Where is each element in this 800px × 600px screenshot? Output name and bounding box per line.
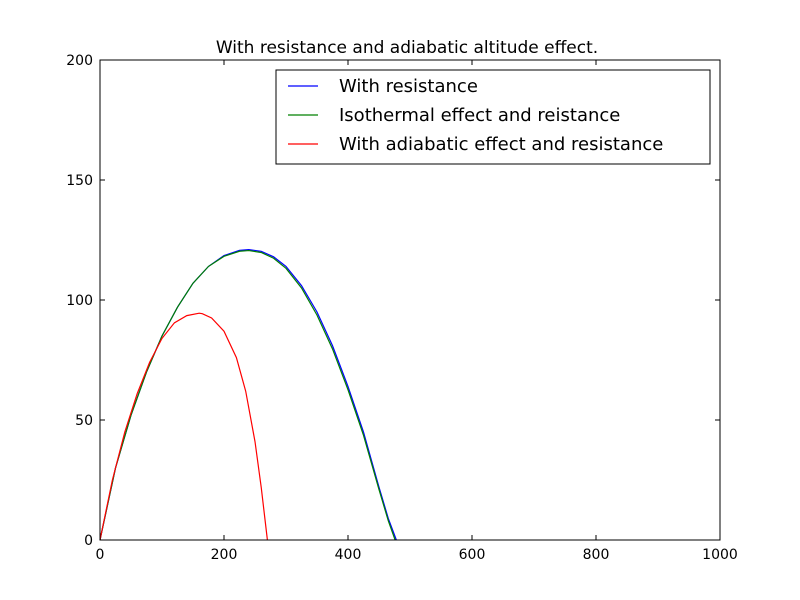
- legend-label-2: Isothermal effect and reistance: [339, 105, 620, 126]
- legend-label-3: With adiabatic effect and resistance: [339, 134, 663, 155]
- x-tick-label: 400: [335, 547, 362, 563]
- series-line-3: [99, 312, 268, 541]
- x-tick-label: 600: [459, 547, 486, 563]
- y-tick-label: 50: [75, 413, 93, 429]
- y-tick-label: 200: [66, 53, 93, 69]
- y-tick-label: 150: [66, 173, 93, 189]
- x-tick-label: 800: [583, 547, 610, 563]
- legend: With resistance Isothermal effect and rei…: [275, 69, 711, 165]
- x-tick-label: 200: [211, 547, 238, 563]
- x-tick-label: 0: [96, 547, 105, 563]
- legend-label-1: With resistance: [339, 76, 478, 97]
- y-tick-label: 0: [84, 533, 93, 549]
- legend-box: [275, 69, 711, 165]
- chart-title: With resistance and adiabatic altitude e…: [216, 38, 598, 58]
- series-layer: [99, 248, 397, 541]
- axes-layer: 0 200 400 600 800 1000 0 50 100 150 200: [66, 53, 738, 563]
- x-tick-label: 1000: [702, 547, 738, 563]
- y-tick-label: 100: [66, 293, 93, 309]
